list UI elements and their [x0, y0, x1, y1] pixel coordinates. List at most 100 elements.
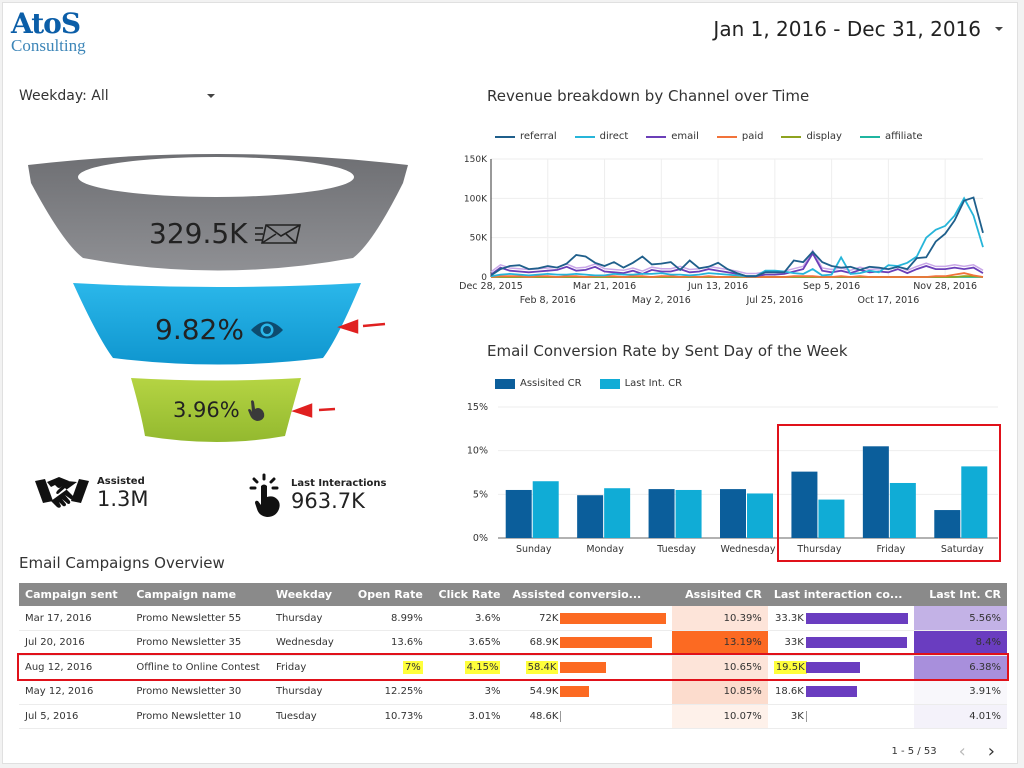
col-click-rate[interactable]: Click Rate [428, 583, 507, 606]
cell-last-interaction-conversions: 18.6K [767, 679, 914, 705]
legend-item-direct[interactable]: direct [574, 131, 628, 142]
x-tick-label: Sunday [516, 544, 552, 555]
legend-label: email [671, 131, 699, 142]
legend-item-display[interactable]: display [781, 131, 842, 142]
bar-assisited-cr-friday[interactable] [862, 446, 889, 538]
bar-last-int-cr-saturday[interactable] [961, 466, 988, 538]
table-row[interactable]: May 12, 2016 Promo Newsletter 30 Thursday 1… [19, 679, 1007, 705]
cell-assisted-cr: 10.39% [672, 606, 768, 631]
bar-last-int-cr-thursday[interactable] [818, 499, 845, 538]
x-tick-label: Mar 21, 2016 [573, 281, 636, 292]
col-last-interaction-conversions[interactable]: Last interaction co... [767, 583, 914, 606]
assisted-value: 54.9K [512, 686, 559, 697]
conversion-chart-title: Email Conversion Rate by Sent Day of the… [487, 342, 848, 360]
prev-page-button[interactable]: ‹ [958, 741, 966, 762]
cell-weekday: Tuesday [269, 704, 346, 729]
cell-campaign-name: Promo Newsletter 55 [130, 606, 270, 631]
envelope-icon [254, 223, 301, 244]
open-rate-text: 10.73% [384, 710, 423, 722]
legend-swatch [716, 135, 737, 138]
cell-last-int-cr: 8.4% [913, 630, 1007, 656]
legend-swatch [495, 135, 515, 138]
bar-assisited-cr-tuesday[interactable] [648, 489, 675, 538]
click-rate-text: 3.01% [468, 710, 501, 722]
legend-item-email[interactable]: email [646, 131, 699, 142]
col-campaign-name[interactable]: Campaign name [130, 583, 270, 606]
legend-item-affiliate[interactable]: affiliate [859, 131, 923, 142]
cell-weekday: Thursday [269, 679, 346, 705]
click-rate-value: 3.96% [173, 398, 240, 422]
table-row[interactable]: Mar 17, 2016 Promo Newsletter 55 Thursday 8… [19, 606, 1007, 631]
last-interaction-bar [805, 686, 857, 698]
col-assisted-conversions[interactable]: Assisted conversio... [506, 583, 673, 606]
last-interaction-bar [805, 637, 907, 649]
table-row[interactable]: Jul 5, 2016 Promo Newsletter 10 Tuesday 10.… [19, 704, 1007, 729]
next-page-button[interactable]: › [987, 741, 995, 762]
last-value-text: 18.6K [774, 686, 804, 698]
cell-click-rate: 3.6% [428, 606, 507, 631]
kpi-last-interactions: Last Interactions 963.7K [249, 473, 387, 517]
conversion-chart-legend: Assisited CR Last Int. CR [495, 378, 682, 389]
cell-campaign-sent: Mar 17, 2016 [19, 606, 131, 631]
last-interaction-bar [805, 710, 807, 722]
table-header-row: Campaign sent Campaign name Weekday Open… [19, 583, 1007, 606]
x-tick-label: Nov 28, 2016 [913, 281, 977, 292]
col-campaign-sent[interactable]: Campaign sent [19, 583, 131, 606]
last-value: 33K [774, 637, 804, 648]
bar-last-int-cr-friday[interactable] [889, 482, 916, 538]
cell-assisted-cr: 10.85% [672, 679, 768, 705]
cell-open-rate: 13.6% [345, 630, 429, 656]
last-value: 3K [774, 711, 804, 722]
x-tick-label: Jul 25, 2016 [745, 295, 803, 306]
cell-last-interaction-conversions: 33.3K [767, 606, 914, 631]
click-rate-text: 3.6% [475, 612, 501, 624]
bar-assisited-cr-monday[interactable] [577, 495, 604, 538]
legend-item-referral[interactable]: referral [495, 131, 557, 142]
bar-last-int-cr-sunday[interactable] [532, 481, 559, 538]
cell-open-rate: 12.25% [345, 679, 429, 705]
legend-item-assisited-cr[interactable]: Assisited CR [495, 378, 582, 389]
date-range-label: Jan 1, 2016 - Dec 31, 2016 [713, 17, 981, 41]
col-assisted-cr[interactable]: Assisited CR [672, 583, 768, 606]
x-tick-label: Sep 5, 2016 [803, 281, 860, 292]
cell-last-int-cr: 6.38% [913, 655, 1007, 680]
date-range-picker[interactable]: Jan 1, 2016 - Dec 31, 2016 [713, 17, 1003, 41]
table-row[interactable]: Aug 12, 2016 Offline to Online Contest Fri… [19, 655, 1007, 680]
legend-item-last-int-cr[interactable]: Last Int. CR [599, 378, 682, 389]
x-tick-label: Feb 8, 2016 [520, 295, 576, 306]
cell-assisted-cr: 10.07% [672, 704, 768, 729]
last-interaction-bar [805, 661, 860, 673]
open-rate-text: 12.25% [384, 686, 423, 698]
cell-click-rate: 3% [428, 679, 507, 705]
legend-label: Assisited CR [520, 378, 582, 389]
bar-assisited-cr-thursday[interactable] [791, 471, 818, 538]
bar-assisited-cr-sunday[interactable] [505, 489, 532, 538]
last-value-text: 33K [784, 637, 804, 649]
logo-sub-text: Consulting [11, 36, 86, 55]
legend-swatch [599, 378, 620, 389]
bar-last-int-cr-wednesday[interactable] [747, 493, 773, 538]
weekday-filter-dropdown[interactable]: Weekday: All [19, 88, 215, 104]
last-value-text: 33.3K [774, 612, 804, 624]
bar-last-int-cr-monday[interactable] [604, 488, 631, 538]
red-arrow-icon [291, 403, 336, 418]
table-row[interactable]: Jul 20, 2016 Promo Newsletter 35 Wednesday… [19, 630, 1007, 656]
bar-assisited-cr-saturday[interactable] [934, 510, 961, 538]
table-title: Email Campaigns Overview [19, 554, 225, 572]
col-weekday[interactable]: Weekday [269, 583, 346, 606]
bar-assisited-cr-wednesday[interactable] [720, 489, 746, 538]
bar-last-int-cr-tuesday[interactable] [675, 489, 702, 538]
col-last-int-cr[interactable]: Last Int. CR [913, 583, 1007, 606]
col-open-rate[interactable]: Open Rate [345, 583, 429, 606]
cell-click-rate: 4.15% [428, 655, 507, 680]
legend-item-paid[interactable]: paid [716, 131, 763, 142]
legend-label: referral [520, 131, 557, 142]
last-value: 33.3K [774, 613, 804, 624]
cell-assisted-conversions: 68.9K [506, 630, 673, 656]
click-rate-text: 4.15% [464, 660, 501, 674]
cell-assisted-conversions: 54.9K [506, 679, 673, 705]
assisted-value: 48.6K [512, 711, 559, 722]
cell-weekday: Thursday [269, 606, 346, 631]
cell-assisted-conversions: 48.6K [506, 704, 673, 729]
series-line-direct [490, 196, 984, 278]
